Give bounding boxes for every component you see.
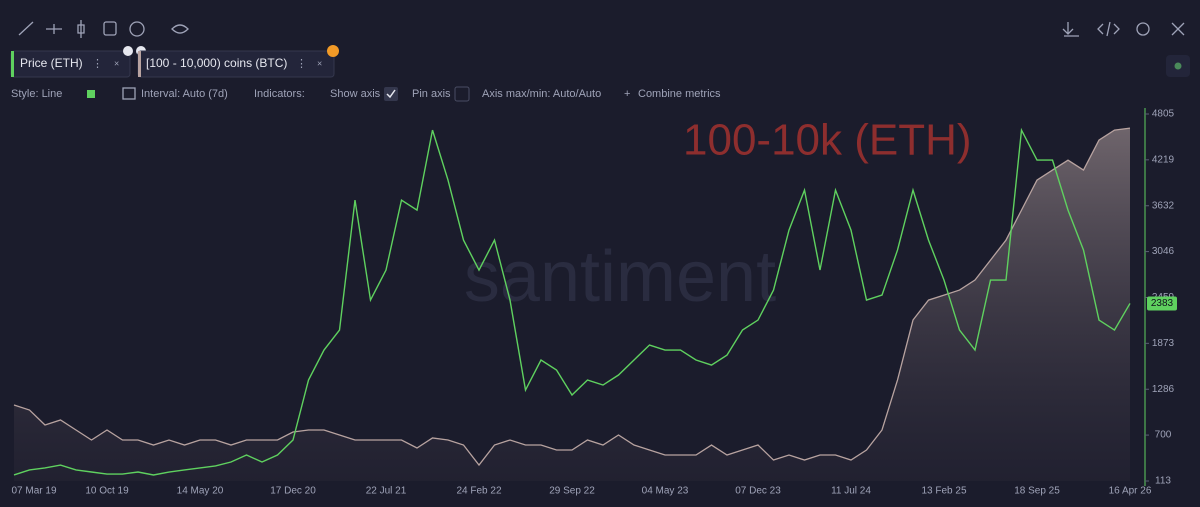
- style-option[interactable]: Style: Line: [11, 88, 62, 100]
- x-tick-label: 16 Apr 26: [1109, 486, 1152, 497]
- x-tick-label: 17 Dec 20: [270, 486, 316, 497]
- y-tick-label: 1873: [1152, 338, 1175, 349]
- x-tick-label: 29 Sep 22: [549, 486, 595, 497]
- candle-tool[interactable]: [77, 20, 85, 38]
- visibility-toggle[interactable]: [171, 24, 189, 34]
- watermark: santiment: [464, 237, 776, 317]
- x-tick-label: 22 Jul 21: [366, 486, 407, 497]
- tab-menu[interactable]: ⋮: [92, 58, 103, 70]
- live-dot: [1174, 62, 1182, 70]
- area-line: [13, 127, 1131, 467]
- x-tick-label: 10 Oct 19: [85, 486, 129, 497]
- note-tool[interactable]: [103, 21, 117, 36]
- x-tick-label: 14 May 20: [177, 486, 224, 497]
- indicators-option[interactable]: Indicators:: [254, 88, 305, 100]
- interval-icon: [122, 87, 136, 100]
- x-tick-label: 24 Feb 22: [456, 486, 501, 497]
- y-tick-label: 4219: [1152, 154, 1175, 165]
- plot: 113700128618732459304636324219480507 Mar…: [11, 108, 1177, 497]
- settings-button[interactable]: [1136, 22, 1150, 36]
- x-tick-label: 07 Dec 23: [735, 486, 781, 497]
- show-axis-checkbox[interactable]: [384, 87, 398, 101]
- combine-plus: +: [624, 88, 630, 100]
- tab-color: [138, 51, 141, 77]
- emoji-tool[interactable]: [129, 21, 145, 37]
- x-tick-label: 13 Feb 25: [921, 486, 966, 497]
- price-line: [13, 127, 1131, 476]
- y-tick-label: 3046: [1152, 246, 1175, 257]
- color-swatch[interactable]: [87, 90, 95, 98]
- tab-close[interactable]: ×: [114, 58, 119, 68]
- tab-menu[interactable]: ⋮: [296, 58, 307, 70]
- last-value-label: 2383: [1151, 298, 1174, 309]
- x-tick-label: 07 Mar 19: [11, 486, 56, 497]
- interval-option[interactable]: Interval: Auto (7d): [141, 88, 228, 100]
- y-tick-label: 3632: [1152, 200, 1175, 211]
- tab-color: [11, 51, 14, 77]
- y-tick-label: 113: [1155, 476, 1171, 487]
- checkmark: [386, 89, 396, 99]
- y-tick-label: 4805: [1152, 109, 1175, 120]
- axis-range-option[interactable]: Axis max/min: Auto/Auto: [482, 88, 601, 100]
- close-button[interactable]: [1171, 22, 1185, 36]
- pin-axis-checkbox[interactable]: [454, 86, 470, 102]
- annotation: 100-10k (ETH): [683, 116, 972, 165]
- embed-button[interactable]: [1097, 21, 1120, 37]
- x-tick-label: 11 Jul 24: [831, 486, 871, 497]
- pin-axis-option[interactable]: Pin axis: [412, 88, 451, 100]
- download-button[interactable]: [1062, 22, 1079, 37]
- combine-option[interactable]: Combine metrics: [638, 88, 721, 100]
- level-tool[interactable]: [46, 24, 62, 34]
- show-axis-option[interactable]: Show axis: [330, 88, 381, 100]
- btc-badge: [327, 45, 339, 57]
- toolbar: [18, 20, 1185, 38]
- trend-tool[interactable]: [18, 21, 34, 36]
- tab-label: Price (ETH): [20, 56, 83, 70]
- area-fill: [14, 128, 1130, 481]
- x-tick-label: 04 May 23: [642, 486, 689, 497]
- eth-badge: [123, 46, 133, 56]
- x-tick-label: 18 Sep 25: [1014, 486, 1060, 497]
- tab-close[interactable]: ×: [317, 58, 322, 68]
- y-tick-label: 1286: [1152, 384, 1175, 395]
- y-tick-label: 700: [1155, 430, 1172, 441]
- last-value-box: [1147, 296, 1177, 311]
- tab-label: [100 - 10,000) coins (BTC): [146, 56, 287, 70]
